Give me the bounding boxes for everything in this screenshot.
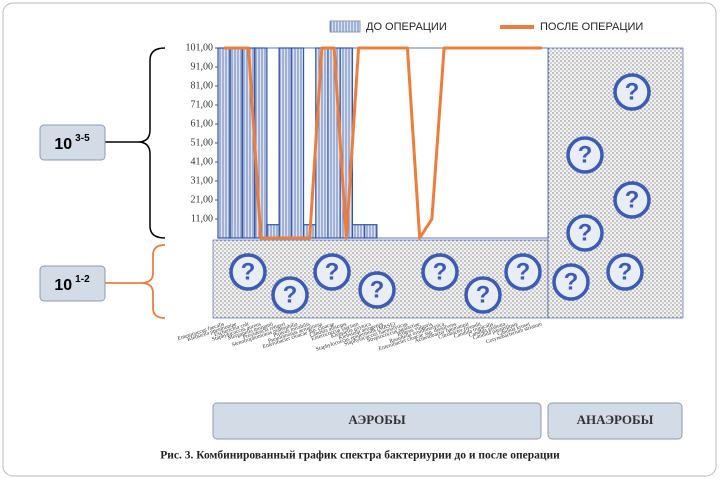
question-icon xyxy=(566,214,604,252)
question-icon xyxy=(606,253,644,291)
y-tick-label: 41,00 xyxy=(191,156,214,167)
annotation-base: 10 xyxy=(54,277,72,294)
question-mark: ? xyxy=(283,281,298,308)
question-mark: ? xyxy=(625,186,640,213)
y-tick-label: 91,00 xyxy=(191,61,214,72)
bar xyxy=(315,47,329,239)
question-mark: ? xyxy=(370,276,385,303)
annotation: 10 1-2 xyxy=(54,274,90,295)
question-icon xyxy=(271,276,309,314)
annotation-box xyxy=(39,124,106,161)
legend-swatch xyxy=(329,20,361,33)
bar xyxy=(290,47,305,239)
caption: Рис. 3. Комбинированный график спектра б… xyxy=(160,450,560,462)
bar xyxy=(364,224,378,239)
bar xyxy=(266,224,280,239)
bar xyxy=(278,47,292,239)
question-mark: ? xyxy=(618,258,633,285)
question-icon xyxy=(613,181,651,219)
question-icon xyxy=(504,253,542,291)
bar xyxy=(327,47,341,239)
question-mark: ? xyxy=(241,258,256,285)
bracket-high xyxy=(105,47,166,239)
bar xyxy=(254,47,268,239)
bar xyxy=(217,47,231,239)
y-tick-label: 21,00 xyxy=(191,194,214,205)
annotation-exp: 1-2 xyxy=(75,274,90,285)
y-tick-label: 11,00 xyxy=(191,213,213,224)
line xyxy=(224,46,542,240)
question-mark: ? xyxy=(578,219,593,246)
question-icon xyxy=(313,253,351,291)
group-label: АНАЭРОБЫ xyxy=(577,412,654,427)
group-box xyxy=(212,402,542,440)
question-icon xyxy=(358,271,396,309)
question-icon xyxy=(464,276,502,314)
annotation-box xyxy=(39,265,106,302)
legend-label: ПОСЛЕ ОПЕРАЦИИ xyxy=(540,21,643,33)
question-mark: ? xyxy=(578,141,593,168)
group-box xyxy=(547,402,683,440)
y-tick-label: 61,00 xyxy=(191,118,214,129)
y-tick-label: 71,00 xyxy=(191,99,214,110)
question-mark: ? xyxy=(516,258,531,285)
question-mark: ? xyxy=(476,281,491,308)
group-label: АЭРОБЫ xyxy=(348,412,405,427)
bar xyxy=(351,224,366,239)
question-icon xyxy=(613,73,651,111)
question-icon xyxy=(421,253,459,291)
legend-label: ДО ОПЕРАЦИИ xyxy=(366,21,447,33)
y-tick-label: 51,00 xyxy=(191,137,214,148)
bar xyxy=(241,47,256,239)
question-mark: ? xyxy=(325,258,340,285)
question-icon xyxy=(552,263,590,301)
question-mark: ? xyxy=(625,78,640,105)
y-tick-label: 101,00 xyxy=(186,42,214,53)
question-mark: ? xyxy=(564,268,579,295)
question-icon xyxy=(229,253,267,291)
annotation: 10 3-5 xyxy=(54,133,90,154)
bar xyxy=(339,47,354,239)
annotation-base: 10 xyxy=(54,136,72,153)
question-mark: ? xyxy=(433,258,448,285)
bracket-low xyxy=(105,244,166,319)
annotation-exp: 3-5 xyxy=(75,133,90,144)
question-icon xyxy=(566,136,604,174)
plot-area xyxy=(217,47,549,239)
y-tick-label: 31,00 xyxy=(191,175,214,186)
bar xyxy=(229,47,244,239)
y-tick-label: 81,00 xyxy=(191,80,214,91)
